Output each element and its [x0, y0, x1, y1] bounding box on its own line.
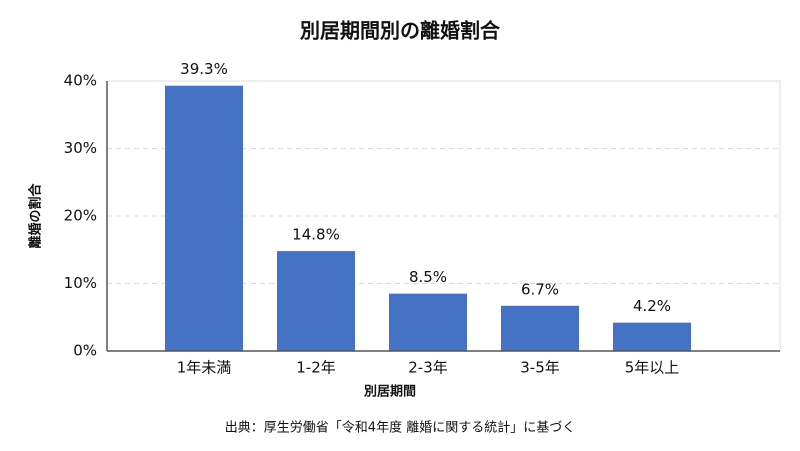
- value-label: 14.8%: [292, 226, 340, 244]
- y-tick-label: 30%: [64, 139, 97, 157]
- x-tick-label: 5年以上: [625, 359, 680, 377]
- value-label: 8.5%: [409, 268, 447, 286]
- bar: [389, 293, 467, 351]
- x-tick-label: 2-3年: [408, 359, 448, 377]
- y-tick-label: 20%: [64, 207, 97, 225]
- x-tick-label: 1-2年: [296, 359, 336, 377]
- bar: [277, 251, 355, 351]
- y-tick-label: 10%: [64, 274, 97, 292]
- bar: [165, 85, 243, 351]
- x-tick-label: 3-5年: [520, 359, 560, 377]
- y-axis-title: 離婚の割合: [28, 183, 44, 249]
- source-note: 出典：厚生労働省「令和4年度 離婚に関する統計」に基づく: [225, 420, 575, 436]
- x-tick-label: 1年未満: [177, 359, 232, 377]
- value-label: 39.3%: [180, 60, 228, 78]
- chart-title: 別居期間別の離婚割合: [300, 19, 501, 43]
- y-tick-label: 40%: [64, 72, 97, 90]
- value-label: 4.2%: [633, 297, 671, 315]
- value-label: 6.7%: [521, 280, 559, 298]
- x-axis-title: 別居期間: [363, 385, 416, 400]
- bar: [613, 322, 691, 351]
- y-tick-label: 0%: [73, 342, 97, 360]
- bar: [501, 305, 579, 351]
